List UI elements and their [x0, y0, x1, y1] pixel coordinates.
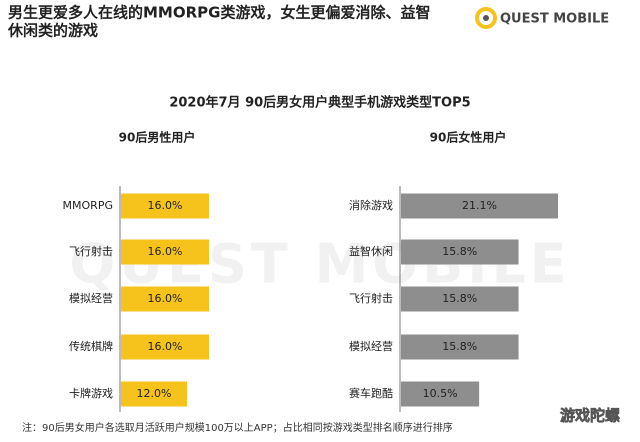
chart-subtitle: 90后女性用户	[430, 130, 507, 145]
value-label: 16.0%	[148, 199, 183, 212]
value-label: 12.0%	[137, 387, 172, 400]
category-label: MMORPG	[63, 199, 113, 212]
value-label: 10.5%	[423, 387, 458, 400]
bar	[401, 381, 480, 407]
value-label: 16.0%	[148, 245, 183, 258]
bar	[401, 193, 558, 219]
category-label: 飞行射击	[349, 291, 393, 305]
category-label: 消除游戏	[349, 198, 393, 212]
category-label: 飞行射击	[69, 244, 113, 258]
bar	[401, 239, 519, 265]
bar	[121, 334, 209, 360]
value-label: 16.0%	[148, 292, 183, 305]
bar	[401, 334, 519, 360]
category-label: 卡牌游戏	[69, 386, 113, 400]
value-label: 21.1%	[462, 199, 497, 212]
footnote: 注：90后男女用户各选取月活跃用户规模100万以上APP；占比相同按游戏类型排名…	[22, 421, 453, 434]
bar	[121, 286, 209, 312]
value-label: 15.8%	[442, 340, 477, 353]
chart-title: 2020年7月 90后男女用户典型手机游戏类型TOP5	[169, 95, 470, 111]
logo-icon	[475, 7, 497, 29]
chart-subtitle: 90后男性用户	[119, 130, 196, 145]
category-label: 赛车跑酷	[349, 386, 393, 400]
bar	[121, 193, 209, 219]
category-label: 益智休闲	[349, 244, 393, 258]
value-label: 16.0%	[148, 340, 183, 353]
logo-dot	[483, 15, 489, 21]
category-label: 模拟经营	[69, 291, 113, 305]
header-title: 男生更爱多人在线的MMORPG类游戏，女生更偏爱消除、益智	[8, 4, 430, 22]
logo-ring	[475, 7, 497, 29]
logo-text: QUEST MOBILE	[500, 12, 609, 27]
header-title: 休闲类的游戏	[7, 22, 98, 40]
category-label: 模拟经营	[349, 339, 393, 353]
bar	[121, 239, 209, 265]
value-label: 15.8%	[442, 245, 477, 258]
category-label: 传统棋牌	[69, 339, 113, 353]
bar	[121, 381, 187, 407]
value-label: 15.8%	[442, 292, 477, 305]
bar	[401, 286, 519, 312]
watermark: 游戏陀螺	[560, 407, 620, 425]
